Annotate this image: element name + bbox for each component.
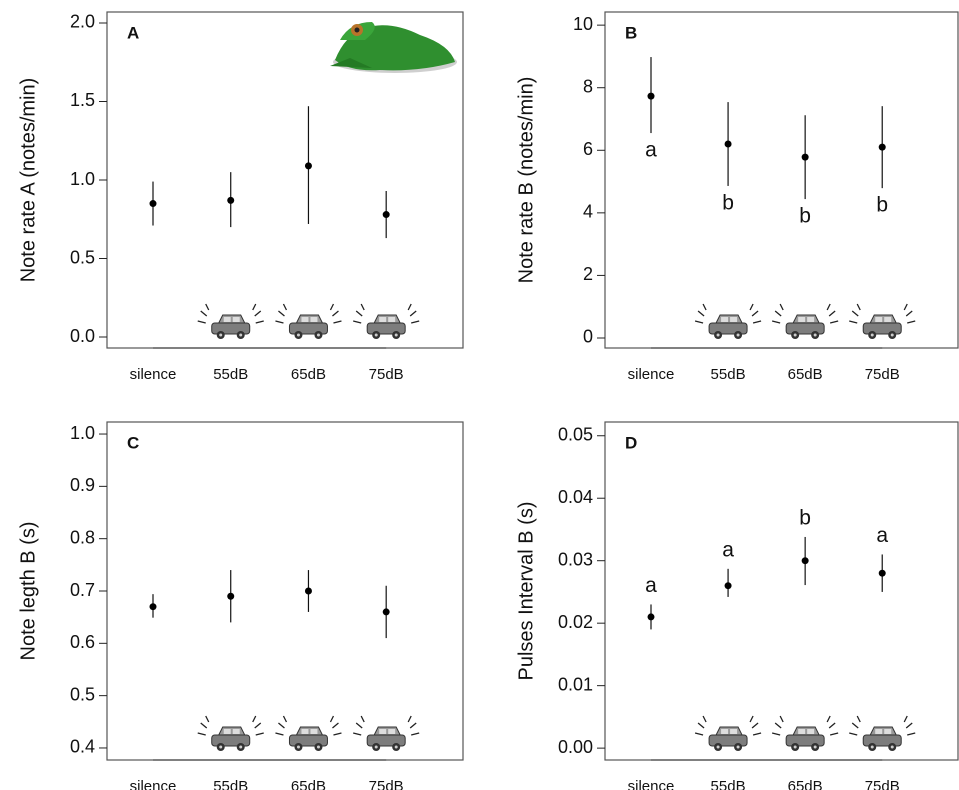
- x-tick-label: silence: [628, 366, 675, 383]
- plot-frame: [106, 421, 464, 761]
- significance-letter: a: [876, 524, 888, 547]
- y-tick-label: 1.0: [70, 169, 95, 189]
- y-tick-label: 0.01: [558, 674, 593, 694]
- y-tick-label: 8: [583, 76, 593, 96]
- x-tick-label: silence: [130, 778, 177, 790]
- x-tick-label: 65dB: [291, 778, 326, 790]
- significance-letter: a: [645, 139, 657, 162]
- mean-point: [878, 143, 886, 151]
- significance-letter: b: [876, 194, 888, 217]
- y-tick-label: 1.5: [70, 90, 95, 110]
- mean-point: [149, 603, 157, 611]
- x-tick-label: 55dB: [711, 366, 746, 383]
- mean-point: [382, 608, 390, 616]
- frog-illustration: [330, 22, 457, 73]
- significance-letter: a: [645, 574, 657, 597]
- y-axis-label: Note rate B (notes/min): [515, 77, 537, 284]
- x-tick-label: 55dB: [213, 366, 248, 383]
- x-tick-label: 75dB: [369, 366, 404, 383]
- y-tick-label: 4: [583, 202, 593, 222]
- car-icon: [694, 715, 762, 752]
- significance-letter: b: [722, 191, 734, 214]
- x-tick-label: 55dB: [213, 778, 248, 790]
- mean-point: [647, 92, 655, 100]
- plot-frame: [604, 421, 959, 761]
- y-tick-label: 0.05: [558, 424, 593, 444]
- significance-letter: b: [799, 507, 811, 530]
- mean-point: [801, 153, 809, 161]
- y-tick-label: 0.02: [558, 612, 593, 632]
- y-tick-label: 2: [583, 264, 593, 284]
- panel-label: C: [127, 433, 139, 452]
- y-tick-label: 0.8: [70, 527, 95, 547]
- mean-point: [227, 196, 235, 204]
- y-tick-label: 0.9: [70, 475, 95, 495]
- panel-label: A: [127, 23, 139, 42]
- mean-point: [227, 592, 235, 600]
- y-tick-label: 0.00: [558, 737, 593, 757]
- car-icon: [352, 715, 420, 752]
- panel-label: B: [625, 23, 637, 42]
- y-axis-label: Note legth B (s): [17, 522, 39, 661]
- y-tick-label: 2.0: [70, 12, 95, 32]
- mean-point: [724, 140, 732, 148]
- car-icon: [197, 715, 265, 752]
- y-tick-label: 0.5: [70, 247, 95, 267]
- y-tick-label: 0.7: [70, 580, 95, 600]
- car-icon: [274, 303, 343, 340]
- y-tick-label: 0.04: [558, 487, 593, 507]
- car-icon: [771, 715, 839, 752]
- y-tick-label: 10: [573, 14, 593, 34]
- x-tick-label: 65dB: [788, 366, 823, 383]
- mean-point: [724, 582, 732, 590]
- y-tick-label: 6: [583, 139, 593, 159]
- y-tick-label: 0: [583, 327, 593, 347]
- x-tick-label: 75dB: [865, 778, 900, 790]
- y-tick-label: 0.5: [70, 684, 95, 704]
- panel-label: D: [625, 433, 637, 452]
- mean-point: [304, 162, 312, 170]
- plot-frame: [604, 11, 959, 349]
- y-tick-label: 0.4: [70, 737, 95, 757]
- mean-point: [647, 613, 655, 621]
- y-tick-label: 0.03: [558, 549, 593, 569]
- x-tick-label: 65dB: [788, 778, 823, 790]
- significance-letter: b: [799, 205, 811, 228]
- y-tick-label: 0.6: [70, 632, 95, 652]
- mean-point: [801, 557, 809, 565]
- y-tick-label: 0.0: [70, 326, 95, 346]
- car-icon: [848, 715, 916, 752]
- mean-point: [149, 200, 157, 208]
- y-tick-label: 1.0: [70, 423, 95, 443]
- x-tick-label: silence: [628, 778, 675, 790]
- x-tick-label: 65dB: [291, 366, 326, 383]
- x-tick-label: 75dB: [865, 366, 900, 383]
- y-axis-label: Pulses Interval B (s): [515, 502, 537, 681]
- y-axis-label: Note rate A (notes/min): [17, 78, 39, 283]
- car-icon: [274, 715, 343, 752]
- car-icon: [197, 303, 265, 340]
- car-icon: [848, 303, 916, 340]
- car-icon: [352, 303, 420, 340]
- mean-point: [878, 569, 886, 577]
- x-tick-label: 55dB: [711, 778, 746, 790]
- mean-point: [304, 587, 312, 595]
- car-icon: [771, 303, 839, 340]
- mean-point: [382, 211, 390, 219]
- x-tick-label: 75dB: [369, 778, 404, 790]
- significance-letter: a: [722, 538, 734, 561]
- car-icon: [694, 303, 762, 340]
- x-tick-label: silence: [130, 366, 177, 383]
